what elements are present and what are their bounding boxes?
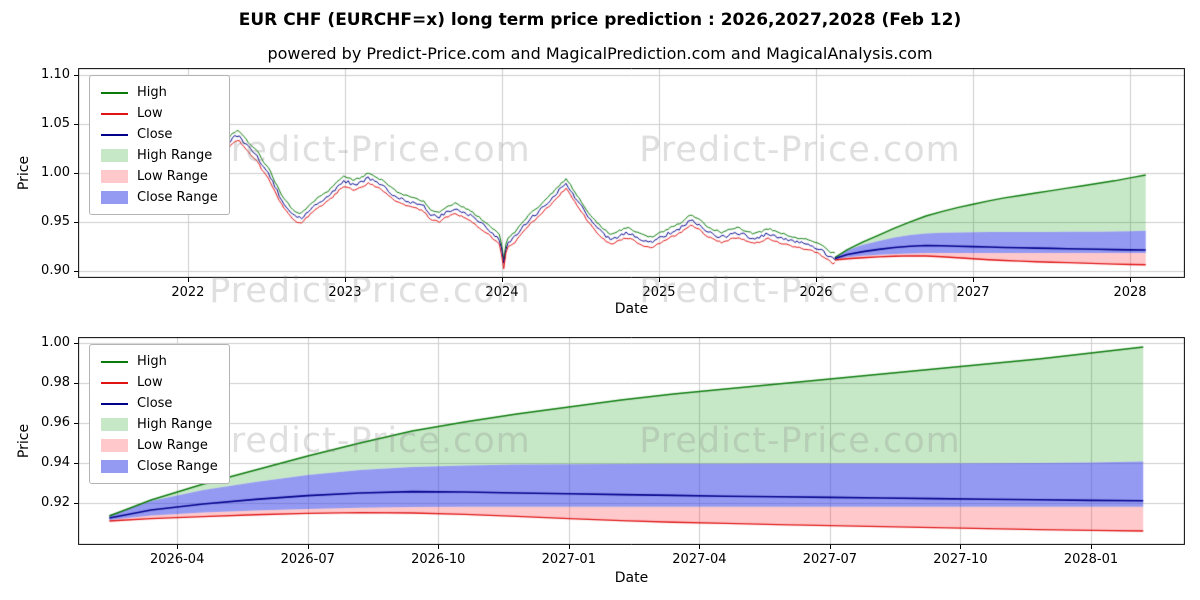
y-tick-label: 0.92 [41,495,70,510]
legend-item: High [101,351,218,372]
y-tick-label: 0.94 [41,455,70,470]
y-tick-mark [74,463,78,464]
legend-label: High [137,85,167,100]
x-tick-label: 2027-01 [541,552,596,567]
legend-label: Low [137,375,163,390]
legend-swatch-close [101,133,128,136]
x-tick-label: 2024 [485,285,519,300]
legend-label: Low Range [137,169,208,184]
legend-item: Close Range [101,187,218,208]
legend-label: Low Range [137,438,208,453]
legend-label: High Range [137,417,213,432]
legend-swatch-high [101,360,128,363]
x-tick-mark [973,278,975,282]
legend-swatch-close-range [101,460,128,473]
x-tick-mark [307,545,309,549]
legend-swatch-high-range [101,149,128,162]
legend-item: Low [101,103,218,124]
legend-item: High Range [101,145,218,166]
x-tick-mark [816,278,817,282]
legend-label: Low [137,106,163,121]
legend-item: Low [101,372,218,393]
x-tick-mark [829,545,831,549]
x-tick-label: 2027 [956,285,990,300]
legend-swatch-close-range [101,191,128,204]
y-tick-mark [74,221,78,223]
chart-subtitle: powered by Predict-Price.com and Magical… [267,44,933,63]
x-tick-mark [1130,278,1132,282]
y-tick-mark [74,124,78,126]
x-tick-mark [658,278,660,282]
x-tick-label: 2027-07 [802,552,858,567]
y-tick-mark [74,383,78,384]
legend-item: High Range [101,414,218,435]
x-tick-mark [699,545,701,549]
x-tick-label: 2027-04 [672,552,727,567]
legend-swatch-low [101,112,128,115]
legend-swatch-low-range [101,439,128,452]
legend-item: Low Range [101,166,218,187]
y-tick-label: 1.05 [41,116,70,132]
legend-label: Close [137,396,173,411]
x-tick-mark [568,545,570,549]
x-tick-label: 2026 [799,285,833,300]
legend: High Low Close High Range Low Range Close Ran… [89,344,230,484]
legend: High Low Close High Range Low Range Close Ran… [89,75,230,215]
x-tick-label: 2023 [328,285,362,300]
x-tick-mark [344,278,346,282]
x-tick-mark [187,278,189,282]
y-tick-mark [74,343,78,344]
y-tick-label: 0.90 [41,262,70,278]
x-tick-mark [438,545,440,549]
y-tick-label: 0.96 [41,415,70,430]
legend-item: Close [101,124,218,145]
x-tick-label: 2028-01 [1063,552,1119,567]
x-axis-label: Date [614,301,649,317]
x-axis-label: Date [614,570,649,586]
x-tick-mark [177,545,179,549]
x-tick-label: 2027-10 [933,552,988,567]
x-tick-label: 2022 [171,285,205,300]
legend-item: Close [101,393,218,414]
legend-label: Close [137,127,173,142]
y-tick-label: 1.00 [41,165,70,180]
legend-swatch-high [101,91,128,94]
x-tick-mark [960,545,962,549]
y-tick-label: 1.00 [41,335,70,350]
legend-swatch-high-range [101,418,128,431]
legend-label: Close Range [137,459,218,474]
y-tick-mark [74,75,78,77]
y-tick-label: 1.10 [41,67,70,83]
legend-item: Low Range [101,435,218,456]
x-tick-label: 2028 [1113,285,1147,300]
y-tick-mark [74,503,78,504]
x-tick-label: 2025 [642,285,676,300]
x-tick-label: 2026-07 [280,552,335,567]
legend-label: High Range [137,148,213,163]
y-tick-mark [74,173,78,174]
legend-swatch-close [101,402,128,405]
y-tick-label: 0.98 [41,375,70,390]
x-tick-mark [501,278,503,282]
forecast-detail-canvas [78,337,1185,545]
legend-swatch-low-range [101,170,128,183]
legend-label: Close Range [137,190,218,205]
y-tick-mark [74,423,78,424]
legend-item: Close Range [101,456,218,477]
y-tick-label: 0.95 [41,213,70,229]
legend-item: High [101,82,218,103]
x-tick-mark [1091,545,1092,549]
x-tick-label: 2026-10 [411,552,466,567]
y-tick-mark [74,270,78,272]
chart-title: EUR CHF (EURCHF=x) long term price predi… [238,10,962,30]
legend-swatch-low [101,381,128,384]
history-and-forecast-canvas [78,68,1185,278]
legend-label: High [137,354,167,369]
x-tick-label: 2026-04 [150,552,205,567]
